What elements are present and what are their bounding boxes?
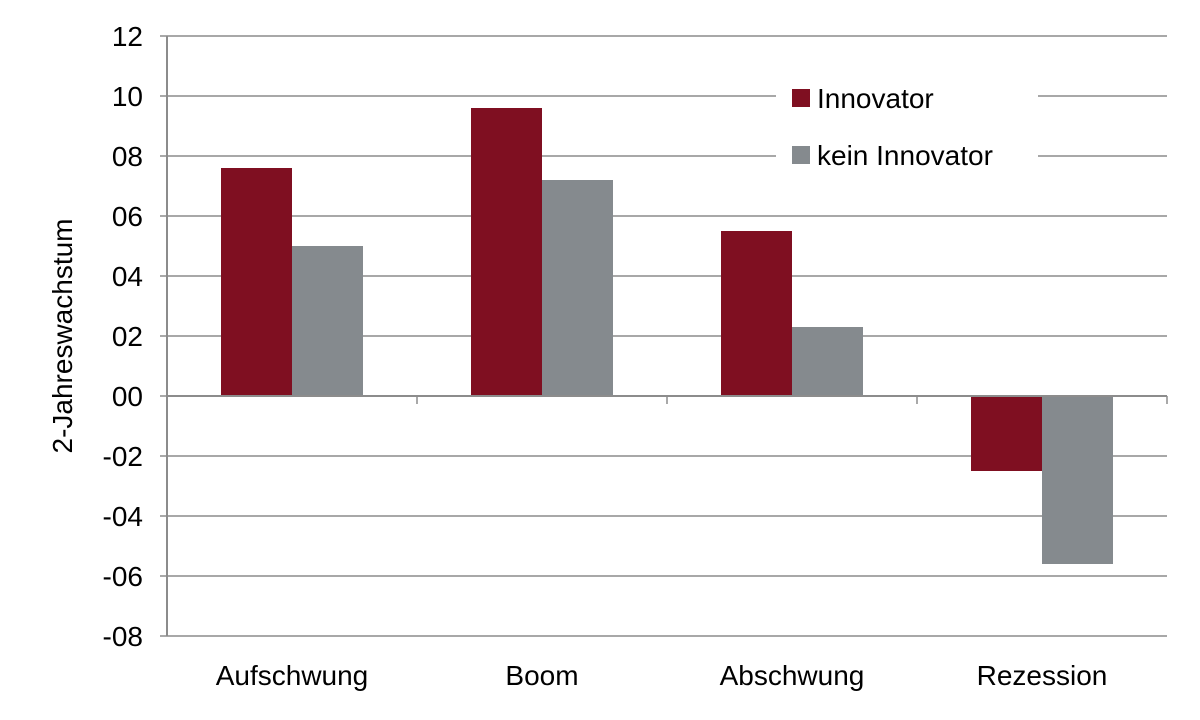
bar-abschwung-kein-innovator bbox=[792, 327, 863, 396]
bar-aufschwung-kein-innovator bbox=[292, 246, 363, 396]
y-tick-label: 10 bbox=[112, 81, 143, 112]
legend-label-kein-innovator: kein Innovator bbox=[817, 140, 993, 171]
y-tick-label: 06 bbox=[112, 201, 143, 232]
x-tick-label: Aufschwung bbox=[216, 660, 369, 691]
bar-aufschwung-innovator bbox=[221, 168, 292, 396]
bar-boom-kein-innovator bbox=[542, 180, 613, 396]
legend-swatch-kein-innovator bbox=[792, 146, 810, 164]
y-tick-label: 08 bbox=[112, 141, 143, 172]
axes bbox=[160, 35, 1168, 637]
y-tick-label: -08 bbox=[103, 621, 143, 652]
legend: Innovator kein Innovator bbox=[776, 72, 1038, 182]
bar-abschwung-innovator bbox=[721, 231, 792, 396]
y-tick-label: 00 bbox=[112, 381, 143, 412]
y-axis-title: 2-Jahreswachstum bbox=[47, 219, 78, 454]
y-tick-label: -04 bbox=[103, 501, 143, 532]
legend-swatch-innovator bbox=[792, 89, 810, 107]
y-tick-label: 12 bbox=[112, 21, 143, 52]
y-tick-label: -06 bbox=[103, 561, 143, 592]
bar-rezession-kein-innovator bbox=[1042, 396, 1113, 564]
bars bbox=[221, 108, 1113, 564]
legend-background bbox=[776, 72, 1038, 182]
legend-label-innovator: Innovator bbox=[817, 83, 934, 114]
x-tick-label: Rezession bbox=[977, 660, 1108, 691]
x-tick-label: Abschwung bbox=[720, 660, 865, 691]
x-tick-label: Boom bbox=[505, 660, 578, 691]
bar-boom-innovator bbox=[471, 108, 542, 396]
y-tick-label: 02 bbox=[112, 321, 143, 352]
x-tick-labels: Aufschwung Boom Abschwung Rezession bbox=[216, 660, 1108, 691]
y-tick-label: -02 bbox=[103, 441, 143, 472]
y-tick-label: 04 bbox=[112, 261, 143, 292]
y-tick-labels: 12 10 08 06 04 02 00 -02 -04 -06 -08 bbox=[103, 21, 143, 652]
bar-rezession-innovator bbox=[971, 396, 1042, 471]
